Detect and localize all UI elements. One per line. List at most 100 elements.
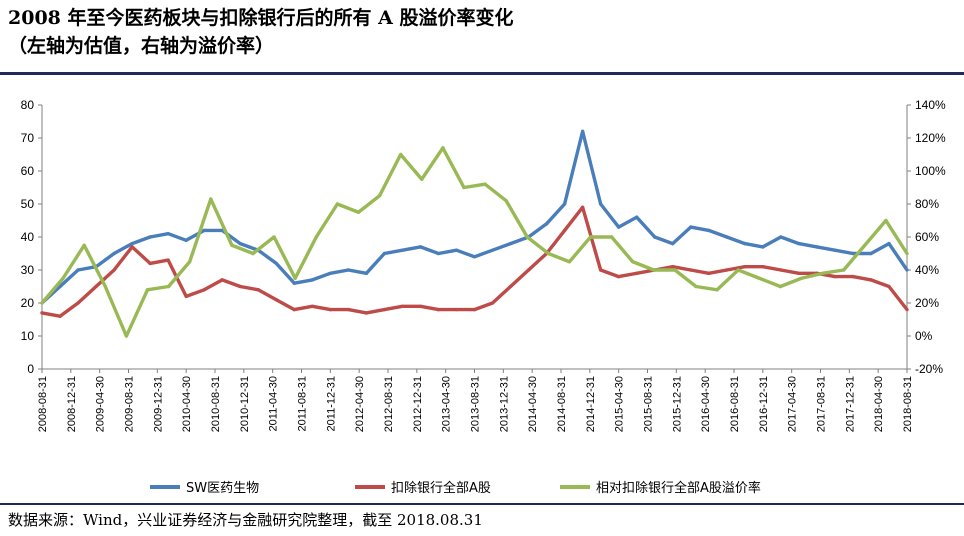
left-axis: 0 10 20 30 40 50 60 70 80 (21, 98, 43, 376)
series-1-segment (598, 202, 621, 229)
series-3-segment (884, 218, 909, 256)
series-2-segment (725, 265, 747, 272)
series-1-segment (797, 241, 819, 249)
series-2-segment (148, 258, 170, 266)
series-3-segment (863, 218, 888, 247)
x-tick-label: 2018-08-31 (902, 376, 914, 432)
series-3-segment (609, 235, 635, 264)
series-1-segment (382, 248, 405, 256)
series-1-segment (490, 241, 513, 252)
x-tick-label: 2010-12-31 (239, 376, 251, 432)
series-1-segment (779, 235, 801, 246)
series-3-segment (820, 268, 846, 275)
series-3-segment (145, 284, 171, 292)
series-3-segment (314, 202, 340, 239)
series-1-segment (761, 235, 783, 249)
right-tick-label: -20% (915, 362, 943, 376)
series-3-segment (230, 243, 255, 256)
series-3-segment (715, 268, 740, 292)
right-tick-label: 40% (915, 263, 939, 277)
chart-title: 2008 年至今医药板块与扣除银行后的所有 A 股溢价率变化 （左轴为估值，右轴… (8, 4, 513, 60)
series-3-segment (124, 288, 150, 338)
series-3-segment (209, 197, 234, 247)
left-tick-label: 20 (21, 296, 35, 310)
legend-label-3: 相对扣除银行全部A股溢价率 (596, 480, 761, 496)
legend-label-2: 扣除银行全部A股 (391, 480, 491, 496)
x-tick-label: 2009-12-31 (152, 376, 164, 432)
x-tick-label: 2018-04-30 (873, 376, 885, 432)
series-1-segment (526, 222, 549, 239)
x-tick-label: 2011-12-31 (325, 376, 337, 431)
left-tick-label: 50 (21, 197, 35, 211)
series-1-segment (292, 278, 315, 285)
x-tick-label: 2013-08-31 (470, 376, 482, 432)
right-tick-label: 100% (915, 164, 946, 178)
series-3-segment (736, 268, 762, 280)
series-2-segment (544, 228, 567, 256)
series-2-segment (382, 304, 405, 312)
x-tick-label: 2008-08-31 (37, 376, 49, 432)
series-2-segment (76, 284, 98, 305)
legend-label-1: SW医药生物 (186, 481, 259, 496)
x-tick-label: 2013-12-31 (498, 376, 510, 432)
series-3-segment (842, 243, 867, 272)
series-2-segment (761, 265, 783, 272)
x-tick-label: 2013-04-30 (441, 376, 453, 432)
x-tick-label: 2015-08-31 (643, 376, 655, 432)
series-2-segment (220, 278, 242, 289)
series-1-segment (112, 241, 134, 256)
right-axis: -20% 0% 20% 40% 60% 80% 100% 120% 140% (906, 98, 946, 376)
series-2-segment (346, 307, 369, 315)
series-1-segment (148, 231, 170, 239)
series-1-segment (671, 225, 693, 246)
series-2-segment (472, 301, 495, 312)
series-2-segment (671, 265, 693, 272)
left-tick-label: 80 (21, 98, 35, 112)
series-1-segment (436, 248, 459, 256)
series-1-segment (418, 245, 441, 256)
title-line-2: （左轴为估值，右轴为溢价率） (8, 35, 275, 57)
series-2-segment (490, 284, 513, 305)
bottom-rule (0, 503, 964, 505)
series-3-segment (187, 197, 213, 264)
x-tick-label: 2017-08-31 (816, 376, 828, 432)
series-3-segment (694, 284, 719, 292)
x-tick-label: 2012-04-30 (354, 376, 366, 432)
series-1-segment (274, 261, 296, 285)
series-3-segment (61, 243, 86, 280)
series-2-segment (58, 301, 80, 318)
series-2-segment (598, 268, 621, 279)
series-3-segment (799, 271, 825, 280)
series-2-segment (779, 268, 801, 275)
source-note: 数据来源：Wind，兴业证券经济与金融研究院整理，截至 2018.08.31 (8, 511, 483, 529)
series-1-segment (256, 248, 278, 266)
left-tick-label: 70 (21, 131, 35, 145)
series-1-segment (472, 248, 495, 259)
series-3-segment (757, 276, 783, 289)
legend: SW医药生物 扣除银行全部A股 相对扣除银行全部A股溢价率 (150, 480, 761, 496)
series-1-segment (707, 228, 729, 239)
series-3-segment (40, 276, 65, 305)
x-tick-label: 2010-08-31 (210, 376, 222, 432)
series-1-segment (653, 235, 675, 246)
series-1-segment (580, 129, 603, 206)
series-3-segment (567, 235, 593, 264)
series-3-segment (525, 235, 551, 256)
right-tick-label: 80% (915, 197, 939, 211)
series-1-segment (815, 245, 837, 252)
series-2-segment (292, 304, 315, 312)
series-1-segment (310, 271, 333, 282)
left-tick-label: 10 (21, 329, 35, 343)
series-2-segment (274, 298, 296, 312)
series-1-segment (166, 231, 188, 243)
right-tick-label: 140% (915, 98, 946, 112)
x-tick-label: 2010-04-30 (181, 376, 193, 432)
series-1-segment (58, 268, 80, 289)
x-tick-label: 2012-08-31 (383, 376, 395, 432)
series-3-segment (335, 202, 361, 214)
x-tick-label: 2009-04-30 (95, 376, 107, 432)
series-3-segment (420, 146, 445, 181)
left-tick-label: 0 (27, 362, 34, 376)
series-2-segment (616, 271, 639, 279)
